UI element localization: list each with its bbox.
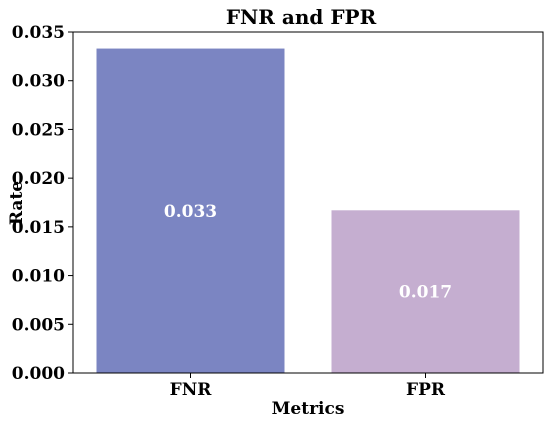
y-tick-label: 0.015 bbox=[12, 218, 65, 238]
plot-frame bbox=[72, 31, 544, 374]
x-tick-label: FNR bbox=[170, 380, 213, 400]
y-tick-label: 0.000 bbox=[12, 364, 65, 384]
chart-title: FNR and FPR bbox=[226, 5, 377, 29]
y-axis-title: Rate bbox=[7, 181, 27, 225]
y-tick-label: 0.025 bbox=[12, 120, 65, 140]
bars-group: 0.033 0.017 bbox=[96, 48, 520, 373]
y-tick-label: 0.030 bbox=[12, 72, 65, 92]
y-tick-label: 0.020 bbox=[12, 169, 65, 189]
x-axis-title: Metrics bbox=[272, 399, 345, 419]
bar-value-label: 0.033 bbox=[164, 202, 217, 222]
y-axis: 0.000 0.005 0.010 0.015 0.020 0.025 0.030 0.035 bbox=[12, 23, 73, 384]
y-tick-label: 0.005 bbox=[12, 315, 65, 335]
x-tick-label: FPR bbox=[406, 380, 446, 400]
x-axis: FNR FPR bbox=[170, 373, 446, 400]
bar-fpr bbox=[331, 210, 520, 373]
y-tick-label: 0.010 bbox=[12, 267, 65, 287]
bar-fnr bbox=[96, 48, 285, 373]
y-tick-label: 0.035 bbox=[12, 23, 65, 43]
bar-value-label: 0.017 bbox=[399, 283, 452, 303]
